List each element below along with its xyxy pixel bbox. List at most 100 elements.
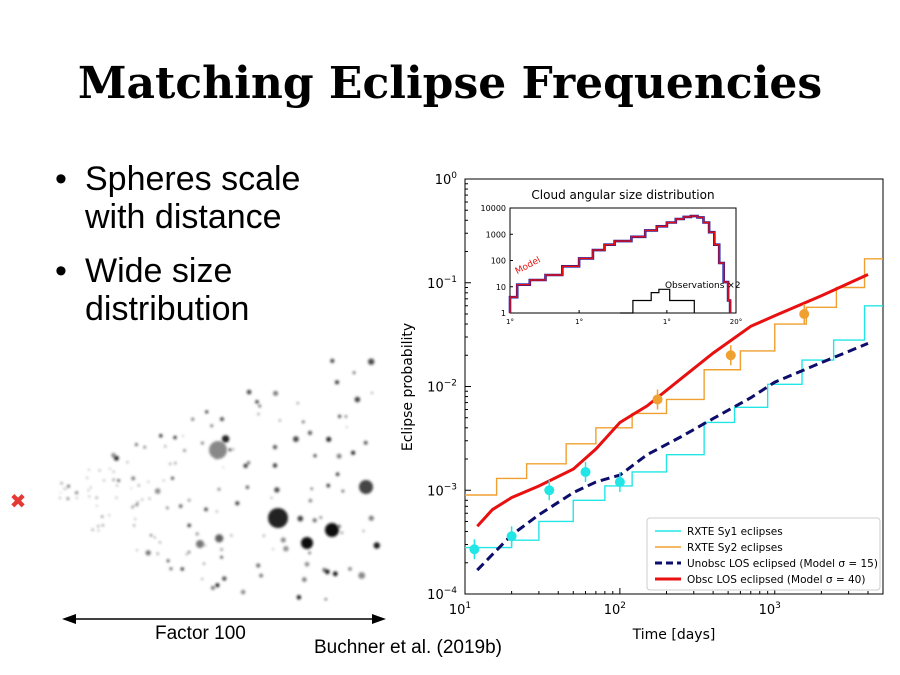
cloud-sphere	[158, 541, 162, 544]
bullet-text-line: Spheres scale	[85, 160, 301, 198]
cloud-sphere	[220, 555, 223, 559]
bullet-dot: •	[55, 252, 67, 290]
datapoint-layer	[469, 303, 810, 560]
cloud-sphere	[166, 506, 169, 510]
cloud-sphere	[235, 501, 240, 506]
legend-label: Obsc LOS eclipsed (Model σ = 40)	[687, 574, 865, 586]
cloud-sphere	[109, 468, 111, 470]
cloud-sphere	[182, 435, 184, 437]
cloud-sphere	[351, 450, 356, 455]
cloud-sphere	[279, 419, 281, 422]
cloud-sphere	[201, 578, 204, 580]
cloud-sphere	[67, 484, 70, 488]
cloud-sphere	[296, 402, 299, 405]
cloud-sphere	[338, 414, 342, 418]
cloud-sphere	[363, 440, 368, 445]
cloud-sphere	[222, 576, 227, 581]
cloud-sphere	[270, 497, 273, 499]
cloud-sphere	[293, 436, 299, 442]
cloud-sphere	[368, 515, 374, 521]
cloud-sphere	[301, 420, 305, 424]
cloud-sphere	[174, 462, 177, 464]
cloud-sphere	[112, 478, 115, 481]
cloud-sphere	[108, 514, 111, 516]
inset-y-tick-label: 10	[496, 283, 506, 292]
cloud-sphere	[358, 572, 366, 579]
cloud-sphere	[96, 505, 98, 507]
cloud-sphere	[169, 463, 172, 465]
cloud-sphere	[272, 463, 278, 468]
cloud-sphere	[307, 430, 313, 435]
cloud-sphere	[346, 426, 348, 428]
cloud-sphere	[101, 515, 104, 518]
cloud-sphere	[268, 508, 288, 528]
cloud-sphere	[310, 487, 313, 490]
cloud-sphere	[196, 540, 204, 548]
cloud-sphere	[215, 583, 220, 588]
cloud-sphere	[301, 537, 313, 549]
cloud-sphere	[359, 480, 373, 494]
bullet-item: • Spheres scale with distance	[55, 160, 355, 236]
observer-marker-icon: ✖	[10, 489, 27, 513]
data-point	[506, 531, 517, 542]
y-tick-label: 10−4	[427, 586, 457, 603]
cloud-sphere	[326, 483, 331, 488]
cloud-sphere	[88, 495, 91, 498]
cloud-sphere	[113, 455, 119, 461]
cloud-sphere	[111, 452, 116, 458]
cloud-sphere	[221, 435, 230, 443]
legend-label: RXTE Sy1 eclipses	[687, 526, 783, 538]
inset-observations-label: Observations ×2	[665, 281, 741, 291]
cloud-sphere	[373, 542, 380, 549]
cloud-sphere	[325, 523, 339, 537]
y-tick-label: 10−3	[427, 482, 457, 499]
inset-y-tick-label: 1000	[486, 230, 506, 239]
cloud-sphere	[186, 553, 188, 555]
cloud-sphere	[179, 504, 183, 508]
cloud-sphere	[173, 435, 177, 440]
cloud-sphere	[370, 391, 373, 394]
cloud-sphere	[116, 484, 118, 487]
cloud-sphere	[133, 504, 136, 506]
cloud-sphere	[149, 534, 153, 537]
cloud-sphere	[136, 549, 138, 552]
cloud-sphere	[86, 477, 88, 479]
cloud-sphere	[336, 453, 342, 459]
cloud-sphere	[313, 454, 317, 458]
cloud-sphere	[130, 487, 132, 489]
cloud-sphere	[340, 531, 343, 534]
cloud-sphere	[117, 479, 120, 482]
cloud-sphere	[220, 548, 224, 551]
scale-arrow-icon	[62, 614, 386, 624]
cloud-sphere	[187, 498, 191, 502]
cloud-sphere	[232, 448, 235, 451]
legend-label: Unobsc LOS eclipsed (Model σ = 15)	[687, 558, 878, 570]
inset-frame	[509, 207, 737, 314]
cloud-spheres	[59, 358, 380, 601]
cloud-sphere	[145, 550, 151, 556]
data-point	[580, 466, 591, 477]
cloud-sphere	[302, 577, 307, 582]
cloud-sphere	[257, 412, 260, 416]
cloud-sphere	[274, 487, 280, 493]
cloud-sphere	[60, 481, 63, 485]
inset-x-tick-label: 1°	[663, 318, 671, 326]
cloud-sphere	[368, 358, 375, 365]
cloud-sphere	[228, 448, 232, 452]
cloud-sphere	[65, 488, 67, 490]
cloud-sphere	[135, 443, 138, 446]
cloud-sphere	[162, 479, 165, 482]
x-tick-label: 101	[449, 601, 471, 618]
cloud-sphere	[63, 488, 65, 490]
cloud-sphere	[141, 498, 144, 501]
cloud-sphere	[258, 404, 262, 408]
cloud-sphere	[76, 497, 78, 499]
cloud-sphere	[352, 371, 356, 374]
cloud-sphere	[112, 470, 115, 473]
cloud-sphere	[133, 524, 136, 527]
cloud-sphere	[216, 510, 218, 513]
cloud-sphere	[210, 424, 214, 428]
inset-model-histogram	[509, 215, 731, 313]
cloud-sphere	[296, 595, 302, 600]
cloud-sphere	[164, 445, 167, 448]
